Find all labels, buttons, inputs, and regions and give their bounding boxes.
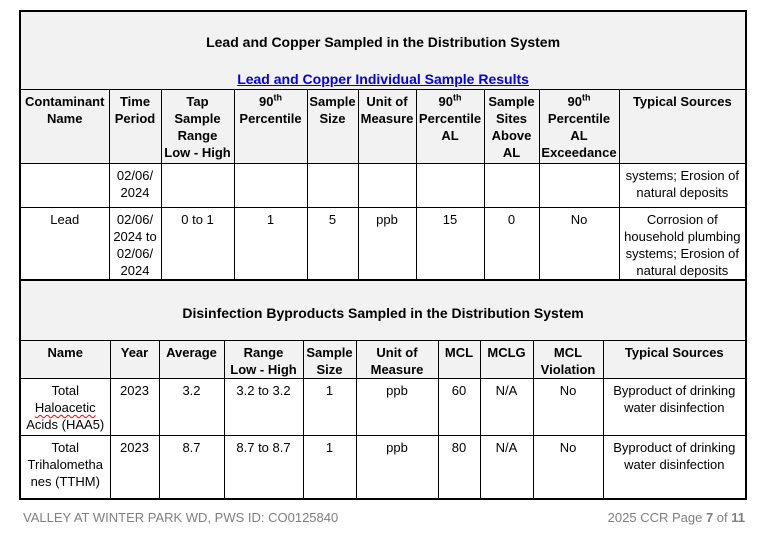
dbp-table-title: Disinfection Byproducts Sampled in the D… (182, 305, 584, 321)
col-header-tap-sample-range: Tap Sample Range Low - High (160, 89, 235, 164)
cell-contaminant-name: Lead (19, 207, 110, 281)
col-header-sample-sites-above-al: Sample Sites Above AL (483, 89, 540, 164)
cell-typical-sources: Corrosion of household plumbing systems;… (618, 207, 747, 281)
table-row-lead: Lead 02/06/ 2024 to 02/06/ 2024 0 to 1 1… (19, 207, 747, 281)
cell-sample-size: 5 (306, 207, 359, 281)
table-row-tthm: Total Trihalometha nes (TTHM) 2023 8.7 8… (19, 435, 747, 499)
cell-mcl-violation: No (532, 435, 604, 499)
cell-tap-sample-range (160, 163, 235, 208)
cell-average: 3.2 (158, 378, 225, 436)
cell-tap-sample-range: 0 to 1 (160, 207, 235, 281)
footer-system-id: VALLEY AT WINTER PARK WD, PWS ID: CO0125… (23, 510, 339, 525)
cell-time-period: 02/06/ 2024 (108, 163, 162, 208)
cell-range-low-high: 8.7 to 8.7 (223, 435, 304, 499)
cell-name: Total Trihalometha nes (TTHM) (19, 435, 111, 499)
lead-copper-table-title: Lead and Copper Sampled in the Distribut… (206, 34, 561, 50)
cell-unit-of-measure: ppb (357, 207, 417, 281)
footer-page-indicator: 2025 CCR Page 7 of 11 (607, 510, 745, 525)
cell-time-period: 02/06/ 2024 to 02/06/ 2024 (108, 207, 162, 281)
cell-range-low-high: 3.2 to 3.2 (223, 378, 304, 436)
cell-sample-sites-above-al (483, 163, 540, 208)
cell-sample-size (306, 163, 359, 208)
col-header-name: Name (19, 340, 111, 379)
col-header-unit-of-measure: Unit of Measure (357, 89, 417, 164)
col-header-90th-percentile-al-exceedance: 90th Percentile AL Exceedance (538, 89, 620, 164)
cell-typical-sources: systems; Erosion of natural deposits (618, 163, 747, 208)
col-header-mcl-violation: MCL Violation (532, 340, 604, 379)
col-header-contaminant-name: Contaminant Name (19, 89, 110, 164)
cell-average: 8.7 (158, 435, 225, 499)
cell-90th-percentile-al (415, 163, 485, 208)
cell-90th-percentile-al-exceedance (538, 163, 620, 208)
cell-mcl: 80 (437, 435, 481, 499)
cell-90th-percentile-al: 15 (415, 207, 485, 281)
col-header-90th-percentile-al: 90th Percentile AL (415, 89, 485, 164)
footer-page-number: 7 (705, 510, 714, 525)
col-header-time-period: Time Period (108, 89, 162, 164)
superscript-th: th (581, 92, 591, 103)
cell-mclg: N/A (479, 435, 534, 499)
cell-sample-size: 1 (302, 378, 357, 436)
table-row-continued: 02/06/ 2024 systems; Erosion of natural … (19, 163, 747, 208)
cell-name: Total Haloacetic Acids (HAA5) (19, 378, 111, 436)
disinfection-byproducts-table: Disinfection Byproducts Sampled in the D… (19, 279, 748, 500)
lead-copper-title-cell: Lead and Copper Sampled in the Distribut… (19, 10, 747, 90)
col-header-unit-of-measure: Unit of Measure (355, 340, 439, 379)
col-header-typical-sources: Typical Sources (602, 340, 747, 379)
cell-sample-size: 1 (302, 435, 357, 499)
cell-mclg: N/A (479, 378, 534, 436)
cell-unit-of-measure: ppb (355, 435, 439, 499)
cell-year: 2023 (109, 378, 160, 436)
cell-typical-sources: Byproduct of drinking water disinfection (602, 378, 747, 436)
superscript-th: th (452, 92, 462, 103)
cell-90th-percentile-al-exceedance: No (538, 207, 620, 281)
col-header-typical-sources: Typical Sources (618, 89, 747, 164)
col-header-mclg: MCLG (479, 340, 534, 379)
col-header-sample-size: Sample Size (306, 89, 359, 164)
lead-copper-individual-results-link[interactable]: Lead and Copper Individual Sample Result… (237, 71, 529, 87)
cell-90th-percentile: 1 (233, 207, 308, 281)
cell-unit-of-measure: ppb (355, 378, 439, 436)
lead-copper-title-row: Lead and Copper Sampled in the Distribut… (19, 10, 747, 90)
cell-sample-sites-above-al: 0 (483, 207, 540, 281)
cell-mcl-violation: No (532, 378, 604, 436)
col-header-range-low-high: Range Low - High (223, 340, 304, 379)
dbp-title-cell: Disinfection Byproducts Sampled in the D… (19, 279, 747, 341)
dbp-title-row: Disinfection Byproducts Sampled in the D… (19, 279, 747, 341)
cell-mcl: 60 (437, 378, 481, 436)
cell-typical-sources: Byproduct of drinking water disinfection (602, 435, 747, 499)
superscript-th: th (273, 92, 282, 103)
cell-year: 2023 (109, 435, 160, 499)
lead-copper-table: Lead and Copper Sampled in the Distribut… (19, 10, 748, 281)
col-header-year: Year (109, 340, 160, 379)
cell-90th-percentile (233, 163, 308, 208)
dbp-header-row: Name Year Average Range Low - High Sampl… (19, 340, 747, 379)
table-row-haa5: Total Haloacetic Acids (HAA5) 2023 3.2 3… (19, 378, 747, 436)
spellcheck-underlined-word: Haloacetic (34, 400, 96, 415)
cell-contaminant-name (19, 163, 110, 208)
col-header-mcl: MCL (437, 340, 481, 379)
cell-unit-of-measure (357, 163, 417, 208)
lead-copper-header-row: Contaminant Name Time Period Tap Sample … (19, 89, 747, 164)
col-header-average: Average (158, 340, 225, 379)
col-header-90th-percentile: 90th Percentile (233, 89, 308, 164)
footer-total-pages: 11 (731, 510, 745, 525)
col-header-sample-size: Sample Size (302, 340, 357, 379)
